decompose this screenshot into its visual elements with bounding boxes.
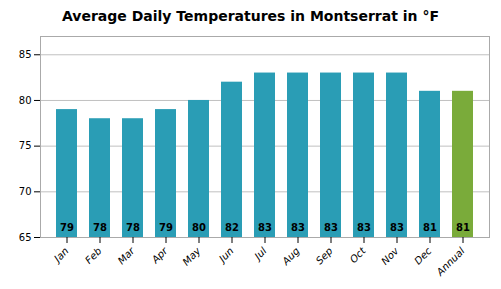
svg-text:Mar: Mar xyxy=(116,245,138,267)
svg-text:Sep: Sep xyxy=(314,245,335,266)
svg-text:83: 83 xyxy=(324,222,338,233)
svg-text:83: 83 xyxy=(258,222,272,233)
svg-text:82: 82 xyxy=(225,222,239,233)
svg-text:80: 80 xyxy=(192,222,206,233)
svg-text:May: May xyxy=(180,244,203,267)
svg-text:83: 83 xyxy=(357,222,371,233)
svg-text:Jun: Jun xyxy=(215,245,235,265)
svg-text:75: 75 xyxy=(19,140,32,151)
svg-text:Jul: Jul xyxy=(251,245,269,263)
svg-text:Apr: Apr xyxy=(149,245,170,266)
svg-text:Aug: Aug xyxy=(279,245,301,267)
svg-text:78: 78 xyxy=(93,222,107,233)
svg-text:70: 70 xyxy=(19,186,32,197)
svg-text:65: 65 xyxy=(19,232,32,243)
svg-text:81: 81 xyxy=(456,222,470,233)
svg-text:80: 80 xyxy=(19,95,32,106)
svg-text:79: 79 xyxy=(159,222,173,233)
svg-text:Dec: Dec xyxy=(412,245,434,267)
svg-text:Feb: Feb xyxy=(83,245,104,266)
svg-text:81: 81 xyxy=(423,222,437,233)
svg-text:79: 79 xyxy=(60,222,74,233)
svg-text:Annual: Annual xyxy=(434,245,467,278)
svg-text:83: 83 xyxy=(291,222,305,233)
svg-text:83: 83 xyxy=(390,222,404,233)
svg-text:Oct: Oct xyxy=(348,244,369,265)
svg-text:85: 85 xyxy=(19,49,32,60)
html-text:Average Daily Temperatures in: Average Daily Temperatures in Montserrat… xyxy=(62,8,439,24)
svg-text:78: 78 xyxy=(126,222,140,233)
svg-text:Jan: Jan xyxy=(51,245,71,265)
svg-text:Nov: Nov xyxy=(379,244,401,266)
